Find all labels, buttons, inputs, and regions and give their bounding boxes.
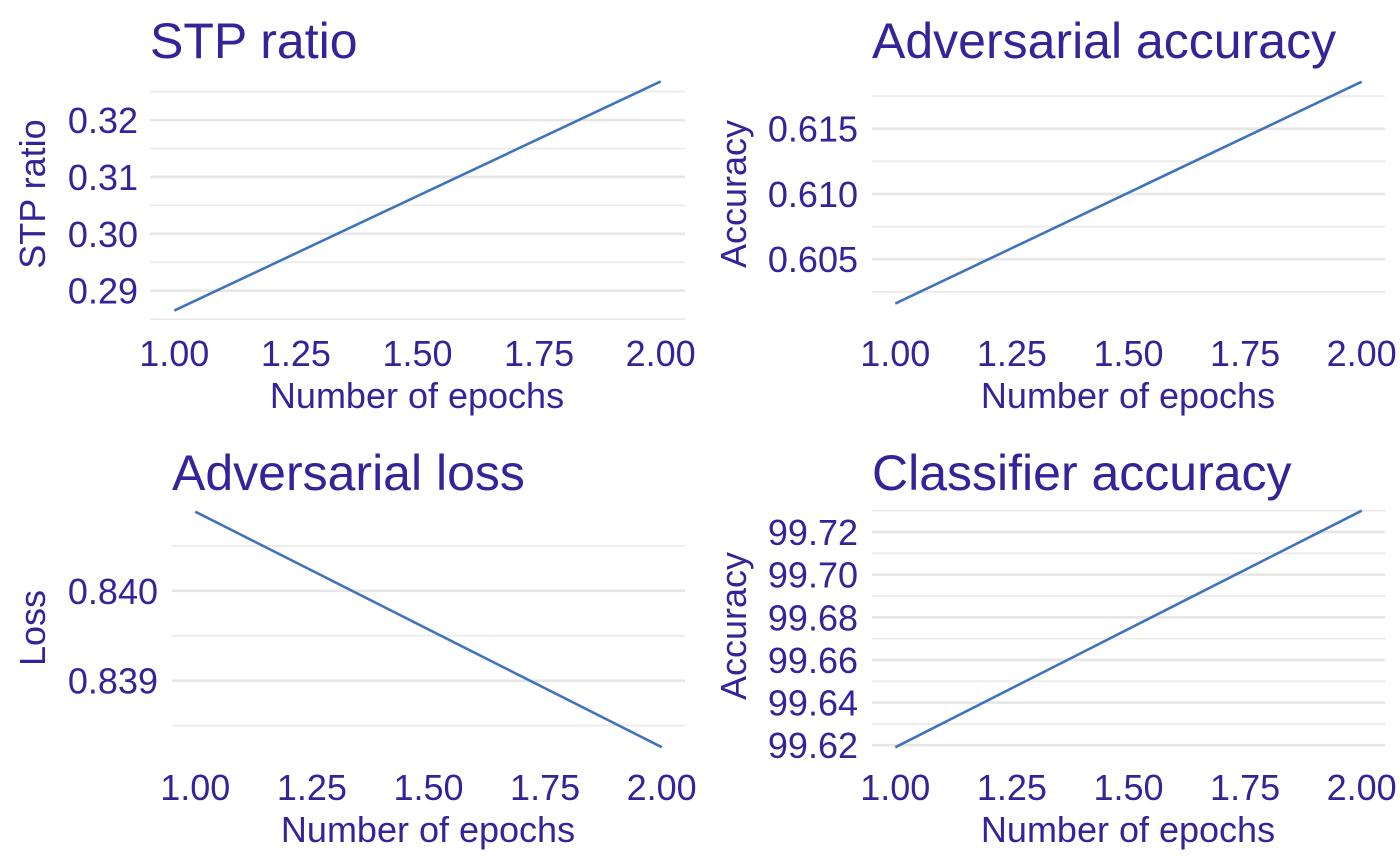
series <box>173 80 662 312</box>
x-tick-label: 1.75 <box>1210 333 1280 374</box>
x-tick-label: 1.00 <box>160 767 230 808</box>
x-tick-label: 1.00 <box>860 333 930 374</box>
panel-title: Adversarial loss <box>172 445 525 501</box>
y-tick-label: 0.31 <box>68 157 138 198</box>
panel-title: STP ratio <box>150 13 358 69</box>
x-tick-label: 1.75 <box>504 333 574 374</box>
x-tick-label: 1.25 <box>277 767 347 808</box>
series <box>894 509 1363 749</box>
x-axis-label: Number of epochs <box>270 375 564 416</box>
tick-labels: 0.605 0.610 0.615 1.00 1.25 1.50 1.75 2.00 <box>768 109 1397 374</box>
x-tick-label: 1.25 <box>977 767 1047 808</box>
x-tick-label: 1.00 <box>139 333 209 374</box>
grid <box>172 544 685 727</box>
series-line <box>194 510 663 749</box>
x-axis-label: Number of epochs <box>281 809 575 850</box>
y-tick-label: 0.30 <box>68 214 138 255</box>
y-tick-label: 0.29 <box>68 271 138 312</box>
x-tick-label: 1.75 <box>510 767 580 808</box>
panel-stp-ratio: STP ratio STP ratio Number of epochs 0.2… <box>12 13 696 416</box>
grid <box>150 90 685 321</box>
x-tick-label: 1.00 <box>860 767 930 808</box>
panel-adversarial-accuracy: Adversarial accuracy Accuracy Number of … <box>713 13 1397 416</box>
y-tick-label: 99.64 <box>768 683 858 724</box>
y-axis-label: STP ratio <box>12 119 53 268</box>
series-line <box>894 80 1363 305</box>
x-tick-label: 1.25 <box>261 333 331 374</box>
series-line <box>894 509 1363 749</box>
x-tick-label: 1.50 <box>393 767 463 808</box>
y-tick-label: 0.839 <box>68 661 158 702</box>
x-tick-label: 2.00 <box>1327 767 1397 808</box>
y-tick-label: 99.62 <box>768 725 858 766</box>
series-line <box>173 80 662 312</box>
panel-adversarial-loss: Adversarial loss Loss Number of epochs 0… <box>12 445 697 850</box>
y-tick-label: 0.605 <box>768 239 858 280</box>
x-axis-label: Number of epochs <box>981 809 1275 850</box>
tick-labels: 0.839 0.840 1.00 1.25 1.50 1.75 2.00 <box>68 571 697 808</box>
y-axis-label: Loss <box>12 590 53 666</box>
x-tick-label: 1.50 <box>382 333 452 374</box>
x-tick-label: 1.50 <box>1093 333 1163 374</box>
x-tick-label: 2.00 <box>627 767 697 808</box>
grid <box>872 509 1385 747</box>
grid <box>872 95 1385 293</box>
panel-classifier-accuracy: Classifier accuracy Accuracy Number of e… <box>713 445 1397 850</box>
y-tick-label: 0.615 <box>768 109 858 150</box>
x-tick-label: 2.00 <box>1327 333 1397 374</box>
series <box>194 510 663 749</box>
y-axis-label: Accuracy <box>713 120 754 268</box>
x-axis-label: Number of epochs <box>981 375 1275 416</box>
panel-title: Adversarial accuracy <box>872 13 1336 69</box>
x-tick-label: 2.00 <box>626 333 696 374</box>
series <box>894 80 1363 305</box>
y-axis-label: Accuracy <box>713 552 754 700</box>
y-tick-label: 99.66 <box>768 640 858 681</box>
y-tick-label: 0.32 <box>68 100 138 141</box>
tick-labels: 0.29 0.30 0.31 0.32 1.00 1.25 1.50 1.75 2.00 <box>68 100 696 374</box>
y-tick-label: 0.610 <box>768 174 858 215</box>
y-tick-label: 99.68 <box>768 597 858 638</box>
x-tick-label: 1.50 <box>1093 767 1163 808</box>
y-tick-label: 99.72 <box>768 512 858 553</box>
y-tick-label: 99.70 <box>768 555 858 596</box>
x-tick-label: 1.25 <box>977 333 1047 374</box>
x-tick-label: 1.75 <box>1210 767 1280 808</box>
panel-title: Classifier accuracy <box>872 445 1292 501</box>
y-tick-label: 0.840 <box>68 571 158 612</box>
